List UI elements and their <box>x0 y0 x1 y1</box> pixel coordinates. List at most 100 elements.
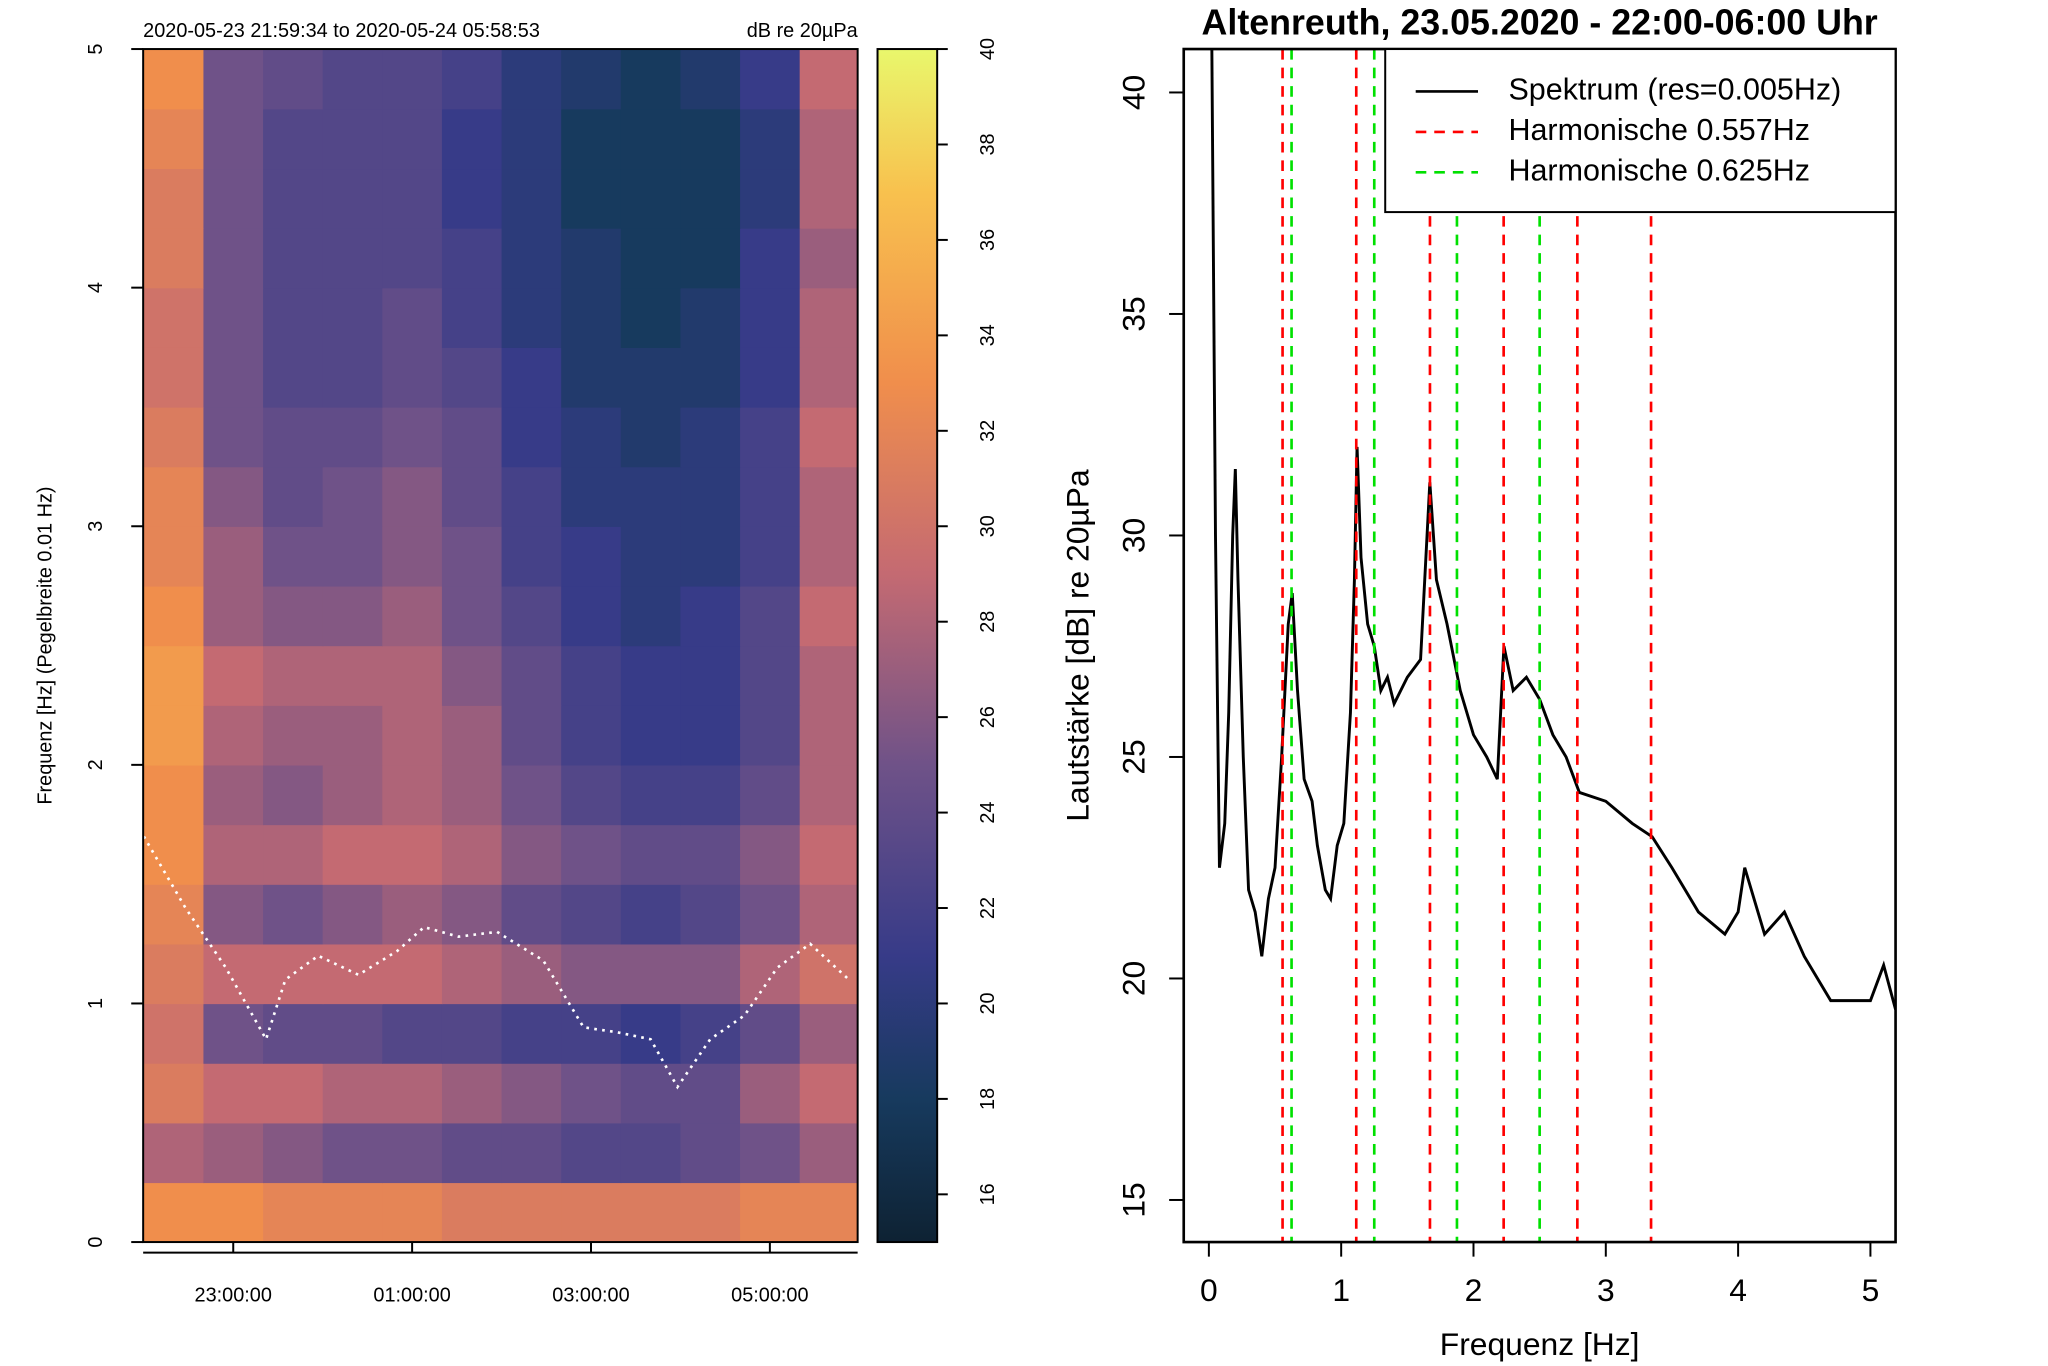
heatmap-cell <box>263 168 323 228</box>
colorbar-tick-label: 26 <box>977 706 999 728</box>
heatmap-cell <box>144 407 204 467</box>
heatmap-cell <box>442 109 502 169</box>
heatmap-cell <box>621 407 681 467</box>
heatmap-cell <box>263 705 323 765</box>
heatmap-cell <box>502 109 562 169</box>
heatmap-cell <box>680 1063 740 1123</box>
heatmap-cell <box>502 228 562 288</box>
legend-label: Harmonische 0.625Hz <box>1508 153 1809 187</box>
heatmap-cell <box>203 467 263 527</box>
heatmap-cell <box>621 1003 681 1063</box>
heatmap-cell <box>263 49 323 109</box>
colorbar <box>878 49 938 1242</box>
heatmap-cell <box>263 109 323 169</box>
x-tick-label: 0 <box>1200 1272 1218 1308</box>
heatmap-cell <box>203 1182 263 1242</box>
heatmap-cell <box>442 526 502 586</box>
colorbar-tick-label: 22 <box>977 897 999 919</box>
heatmap-cell <box>382 1123 442 1183</box>
heatmap-cell <box>502 646 562 706</box>
heatmap-cell <box>144 586 204 646</box>
chart-title: 2020-05-23 21:59:34 to 2020-05-24 05:58:… <box>143 20 540 42</box>
y-tick-label: 2 <box>85 759 107 770</box>
heatmap-cell <box>442 1063 502 1123</box>
heatmap-cell <box>323 109 383 169</box>
heatmap-cell <box>203 825 263 885</box>
heatmap-cell <box>800 467 859 527</box>
y-tick-label: 3 <box>85 521 107 532</box>
heatmap-cell <box>263 526 323 586</box>
heatmap-cell <box>263 884 323 944</box>
heatmap-cell <box>382 705 442 765</box>
y-tick-label: 30 <box>1115 518 1151 553</box>
heatmap-cell <box>621 526 681 586</box>
heatmap-cell <box>144 705 204 765</box>
heatmap-cell <box>740 168 800 228</box>
heatmap-cell <box>621 109 681 169</box>
heatmap-cell <box>144 646 204 706</box>
heatmap-cell <box>144 825 204 885</box>
heatmap-cell <box>263 586 323 646</box>
heatmap-cell <box>144 944 204 1004</box>
heatmap-cell <box>680 288 740 348</box>
heatmap-cell <box>502 407 562 467</box>
heatmap-cell <box>740 586 800 646</box>
y-tick-label: 15 <box>1115 1182 1151 1217</box>
y-tick-label: 0 <box>85 1237 107 1248</box>
y-tick-label: 4 <box>85 282 107 293</box>
colorbar-tick-label: 30 <box>977 515 999 537</box>
heatmap-cell <box>382 765 442 825</box>
heatmap-cell <box>502 526 562 586</box>
heatmap-cell <box>740 1003 800 1063</box>
heatmap-cell <box>561 1123 621 1183</box>
heatmap-cell <box>740 347 800 407</box>
heatmap-cell <box>502 467 562 527</box>
x-tick-label: 05:00:00 <box>731 1285 808 1307</box>
colorbar-tick-label: 18 <box>977 1088 999 1110</box>
heatmap-cell <box>144 1003 204 1063</box>
heatmap-cell <box>621 646 681 706</box>
heatmap-cell <box>203 168 263 228</box>
heatmap-cell <box>561 765 621 825</box>
heatmap-cell <box>323 347 383 407</box>
y-tick-label: 20 <box>1115 961 1151 996</box>
heatmap-cell <box>382 288 442 348</box>
heatmap-cell <box>561 1182 621 1242</box>
heatmap-cell <box>740 1123 800 1183</box>
heatmap-cell <box>263 347 323 407</box>
heatmap-cell <box>680 884 740 944</box>
heatmap-cell <box>561 705 621 765</box>
heatmap-cell <box>800 1182 859 1242</box>
heatmap-cell <box>382 646 442 706</box>
heatmap-cell <box>203 944 263 1004</box>
heatmap-cell <box>382 109 442 169</box>
heatmap-cell <box>502 168 562 228</box>
colorbar-tick-label: 20 <box>977 992 999 1014</box>
heatmap-cell <box>800 765 859 825</box>
heatmap-cell <box>740 944 800 1004</box>
heatmap-cell <box>561 407 621 467</box>
heatmap-cell <box>263 407 323 467</box>
heatmap-cell <box>502 705 562 765</box>
heatmap-cell <box>203 1123 263 1183</box>
heatmap-cell <box>144 1182 204 1242</box>
heatmap-cell <box>800 288 859 348</box>
heatmap-cell <box>561 1063 621 1123</box>
heatmap-cell <box>323 884 383 944</box>
heatmap-cell <box>621 884 681 944</box>
y-axis-label: Frequenz [Hz] (Pegelbreite 0.01 Hz) <box>35 486 57 804</box>
heatmap-cell <box>561 467 621 527</box>
x-tick-label: 3 <box>1597 1272 1615 1308</box>
heatmap-cell <box>740 884 800 944</box>
heatmap-cell <box>800 825 859 885</box>
heatmap-cell <box>800 1123 859 1183</box>
heatmap-cell <box>442 347 502 407</box>
heatmap-cell <box>740 705 800 765</box>
heatmap-cell <box>382 944 442 1004</box>
heatmap-cell <box>442 825 502 885</box>
heatmap-cell <box>740 467 800 527</box>
heatmap-cell <box>323 705 383 765</box>
heatmap-cell <box>382 168 442 228</box>
heatmap-cell <box>442 288 502 348</box>
